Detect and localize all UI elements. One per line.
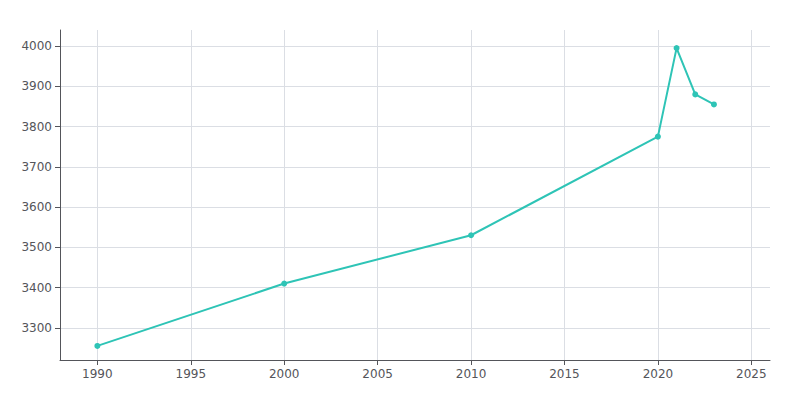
svg-text:3700: 3700: [21, 160, 52, 174]
svg-text:1990: 1990: [82, 367, 113, 381]
svg-text:2000: 2000: [269, 367, 300, 381]
svg-text:3900: 3900: [21, 79, 52, 93]
svg-text:3600: 3600: [21, 200, 52, 214]
svg-text:3400: 3400: [21, 281, 52, 295]
svg-text:2010: 2010: [456, 367, 487, 381]
svg-text:2005: 2005: [362, 367, 393, 381]
svg-text:2025: 2025: [736, 367, 767, 381]
svg-text:3500: 3500: [21, 240, 52, 254]
svg-text:1995: 1995: [176, 367, 207, 381]
svg-text:2015: 2015: [549, 367, 580, 381]
svg-text:3800: 3800: [21, 120, 52, 134]
svg-text:3300: 3300: [21, 321, 52, 335]
svg-text:2020: 2020: [643, 367, 674, 381]
svg-text:4000: 4000: [21, 39, 52, 53]
